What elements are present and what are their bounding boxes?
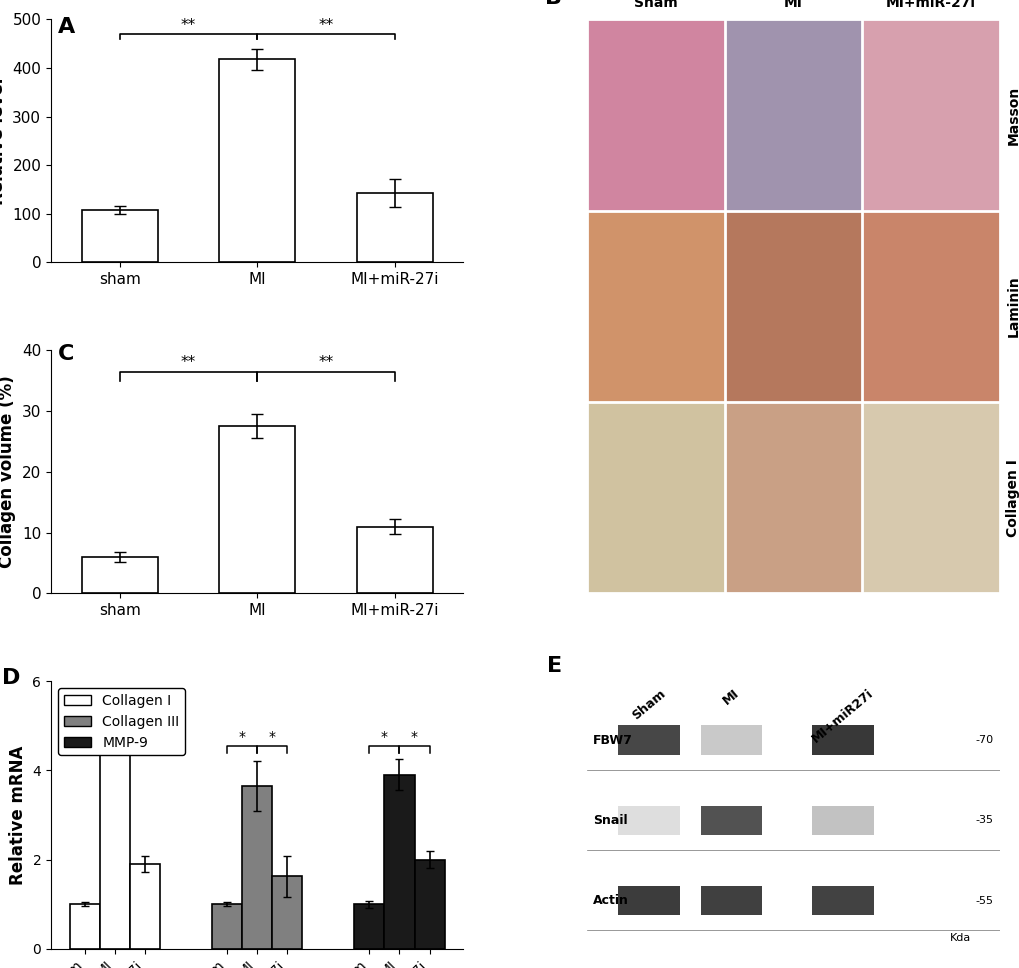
Text: B: B: [545, 0, 561, 8]
Bar: [723, 19, 861, 211]
Bar: [700, 725, 762, 755]
Text: Snail: Snail: [593, 814, 628, 827]
Bar: [130, 864, 160, 949]
Text: MI: MI: [784, 0, 802, 10]
Text: **: **: [180, 354, 196, 370]
Y-axis label: Collagen volume (%): Collagen volume (%): [0, 376, 16, 568]
Y-axis label: Relative level: Relative level: [0, 77, 7, 204]
Bar: [82, 210, 157, 262]
Text: MI: MI: [720, 686, 742, 708]
Text: **: **: [123, 699, 137, 712]
Text: -55: -55: [974, 895, 993, 905]
Text: Collagen I: Collagen I: [1006, 459, 1019, 536]
Bar: [212, 904, 242, 949]
Bar: [242, 786, 272, 949]
Bar: [861, 19, 999, 211]
Text: -35: -35: [974, 815, 993, 826]
Bar: [587, 211, 723, 402]
Text: **: **: [93, 699, 107, 712]
Bar: [587, 402, 723, 593]
Text: *: *: [269, 730, 275, 743]
Text: MI+miR27i: MI+miR27i: [809, 686, 875, 745]
Bar: [354, 904, 384, 949]
Bar: [587, 19, 723, 211]
Text: Masson: Masson: [1006, 85, 1019, 144]
Text: C: C: [58, 345, 74, 364]
Bar: [861, 402, 999, 593]
Text: D: D: [1, 668, 19, 688]
Text: *: *: [380, 730, 387, 743]
Text: FBW7: FBW7: [593, 734, 633, 746]
Text: Sham: Sham: [629, 686, 667, 722]
Bar: [811, 805, 873, 835]
Bar: [861, 211, 999, 402]
Bar: [357, 527, 432, 593]
Bar: [618, 805, 680, 835]
Bar: [723, 402, 861, 593]
Text: *: *: [411, 730, 418, 743]
Text: **: **: [318, 18, 333, 33]
Bar: [357, 193, 432, 262]
Bar: [618, 886, 680, 915]
Text: **: **: [180, 18, 196, 33]
Text: Sham: Sham: [634, 0, 677, 10]
Bar: [811, 886, 873, 915]
Bar: [414, 860, 444, 949]
Bar: [69, 904, 100, 949]
Bar: [811, 725, 873, 755]
Bar: [219, 59, 294, 262]
Bar: [618, 725, 680, 755]
Text: Kda: Kda: [949, 933, 970, 943]
Text: Actin: Actin: [593, 894, 629, 907]
Legend: Collagen I, Collagen III, MMP-9: Collagen I, Collagen III, MMP-9: [58, 688, 184, 755]
Bar: [700, 886, 762, 915]
Bar: [723, 211, 861, 402]
Bar: [100, 737, 130, 949]
Text: Laminin: Laminin: [1006, 276, 1019, 337]
Y-axis label: Relative mRNA: Relative mRNA: [9, 745, 26, 885]
Text: **: **: [318, 354, 333, 370]
Bar: [82, 557, 157, 593]
Text: A: A: [58, 16, 75, 37]
Bar: [219, 426, 294, 593]
Text: E: E: [547, 656, 561, 676]
Bar: [272, 876, 303, 949]
Bar: [700, 805, 762, 835]
Bar: [384, 774, 414, 949]
Text: -70: -70: [974, 735, 993, 745]
Text: MI+miR-27i: MI+miR-27i: [884, 0, 975, 10]
Text: *: *: [238, 730, 246, 743]
